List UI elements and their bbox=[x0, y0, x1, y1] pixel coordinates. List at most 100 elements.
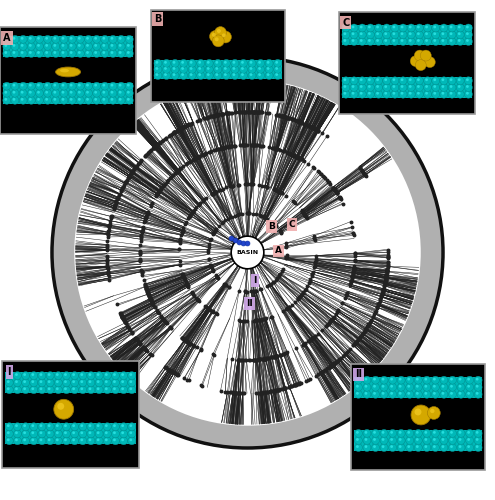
Circle shape bbox=[458, 32, 461, 35]
Circle shape bbox=[414, 408, 421, 416]
Circle shape bbox=[121, 432, 124, 434]
Circle shape bbox=[466, 85, 469, 88]
Circle shape bbox=[241, 61, 244, 64]
Circle shape bbox=[397, 390, 405, 398]
Circle shape bbox=[119, 51, 122, 54]
Circle shape bbox=[30, 372, 38, 380]
Circle shape bbox=[415, 38, 423, 46]
Circle shape bbox=[351, 32, 354, 35]
Circle shape bbox=[351, 39, 354, 42]
Circle shape bbox=[442, 445, 445, 448]
Circle shape bbox=[432, 436, 440, 444]
Circle shape bbox=[366, 90, 374, 98]
Circle shape bbox=[383, 24, 391, 32]
Bar bbox=[151, 10, 285, 102]
Circle shape bbox=[356, 438, 359, 441]
Circle shape bbox=[103, 378, 111, 386]
Circle shape bbox=[215, 38, 219, 42]
Circle shape bbox=[76, 36, 84, 44]
Circle shape bbox=[457, 390, 465, 398]
Circle shape bbox=[450, 378, 453, 380]
Circle shape bbox=[448, 376, 456, 384]
Circle shape bbox=[38, 378, 46, 386]
Circle shape bbox=[7, 388, 10, 390]
Circle shape bbox=[366, 77, 374, 84]
Circle shape bbox=[93, 36, 100, 44]
Circle shape bbox=[128, 378, 136, 386]
Circle shape bbox=[222, 72, 230, 80]
Circle shape bbox=[414, 50, 425, 61]
Circle shape bbox=[102, 44, 105, 47]
Circle shape bbox=[127, 44, 130, 47]
Circle shape bbox=[350, 31, 358, 38]
Circle shape bbox=[97, 388, 99, 390]
Circle shape bbox=[433, 92, 436, 94]
Circle shape bbox=[36, 42, 44, 50]
Circle shape bbox=[78, 44, 81, 47]
Circle shape bbox=[380, 436, 388, 444]
Circle shape bbox=[399, 31, 407, 38]
Circle shape bbox=[409, 32, 412, 35]
Circle shape bbox=[109, 90, 117, 97]
Circle shape bbox=[54, 400, 74, 419]
Circle shape bbox=[474, 376, 482, 384]
Circle shape bbox=[448, 24, 456, 32]
Circle shape bbox=[240, 60, 248, 68]
Circle shape bbox=[425, 85, 428, 88]
Circle shape bbox=[342, 84, 350, 92]
Circle shape bbox=[397, 384, 405, 391]
Circle shape bbox=[390, 378, 393, 380]
Circle shape bbox=[466, 436, 474, 444]
Circle shape bbox=[214, 60, 222, 68]
Circle shape bbox=[215, 67, 218, 70]
Circle shape bbox=[85, 96, 93, 104]
Circle shape bbox=[400, 26, 403, 29]
Circle shape bbox=[30, 422, 38, 430]
Circle shape bbox=[365, 445, 367, 448]
Circle shape bbox=[224, 73, 227, 76]
Circle shape bbox=[456, 77, 464, 84]
Circle shape bbox=[21, 37, 24, 40]
Circle shape bbox=[36, 90, 44, 97]
Circle shape bbox=[442, 26, 445, 29]
Circle shape bbox=[198, 67, 201, 70]
Circle shape bbox=[72, 388, 75, 390]
Circle shape bbox=[154, 72, 162, 80]
Circle shape bbox=[433, 445, 436, 448]
Circle shape bbox=[72, 438, 75, 441]
Circle shape bbox=[376, 85, 379, 88]
Circle shape bbox=[37, 51, 40, 54]
Circle shape bbox=[456, 38, 464, 46]
Circle shape bbox=[368, 78, 371, 81]
Circle shape bbox=[363, 444, 371, 452]
Circle shape bbox=[450, 431, 453, 434]
Circle shape bbox=[356, 445, 359, 448]
Circle shape bbox=[389, 376, 396, 384]
Circle shape bbox=[22, 386, 30, 394]
Circle shape bbox=[22, 372, 30, 380]
Circle shape bbox=[448, 77, 456, 84]
Circle shape bbox=[29, 98, 32, 100]
Circle shape bbox=[407, 84, 415, 92]
Circle shape bbox=[94, 44, 97, 47]
Circle shape bbox=[397, 430, 405, 438]
Circle shape bbox=[22, 422, 30, 430]
Circle shape bbox=[456, 84, 464, 92]
Circle shape bbox=[212, 33, 216, 37]
Bar bbox=[3, 82, 134, 104]
Circle shape bbox=[457, 436, 465, 444]
Circle shape bbox=[155, 61, 158, 64]
Circle shape bbox=[400, 92, 403, 94]
Circle shape bbox=[76, 50, 84, 58]
Circle shape bbox=[406, 376, 414, 384]
Circle shape bbox=[464, 38, 472, 46]
Circle shape bbox=[399, 392, 401, 395]
Circle shape bbox=[89, 380, 92, 383]
Circle shape bbox=[30, 430, 38, 438]
Circle shape bbox=[432, 84, 440, 92]
Circle shape bbox=[52, 90, 60, 97]
Circle shape bbox=[372, 384, 380, 391]
Circle shape bbox=[53, 51, 56, 54]
Circle shape bbox=[27, 82, 35, 90]
Circle shape bbox=[356, 392, 359, 395]
